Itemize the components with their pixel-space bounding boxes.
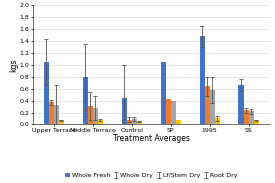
- Bar: [166, 100, 171, 124]
- Bar: [244, 110, 249, 124]
- Bar: [249, 111, 254, 124]
- Bar: [93, 108, 98, 124]
- Bar: [238, 85, 244, 124]
- Bar: [137, 122, 142, 124]
- Bar: [98, 120, 103, 124]
- Bar: [127, 120, 132, 124]
- Bar: [254, 120, 259, 124]
- Bar: [54, 105, 59, 124]
- Bar: [171, 101, 176, 124]
- Bar: [132, 119, 137, 124]
- Bar: [161, 62, 166, 124]
- Bar: [200, 36, 205, 124]
- Bar: [205, 86, 210, 124]
- Bar: [215, 119, 220, 124]
- Bar: [83, 77, 88, 124]
- Bar: [210, 90, 215, 124]
- Bar: [49, 102, 54, 124]
- Bar: [176, 120, 181, 124]
- Bar: [122, 98, 127, 124]
- X-axis label: Treatment Averages: Treatment Averages: [113, 134, 190, 143]
- Legend: Whole Fresh, Whole Dry, Lf/Stem Dry, Root Dry: Whole Fresh, Whole Dry, Lf/Stem Dry, Roo…: [65, 173, 238, 178]
- Bar: [59, 120, 64, 124]
- Y-axis label: kgs: kgs: [9, 58, 18, 72]
- Bar: [44, 62, 49, 124]
- Bar: [88, 106, 93, 124]
